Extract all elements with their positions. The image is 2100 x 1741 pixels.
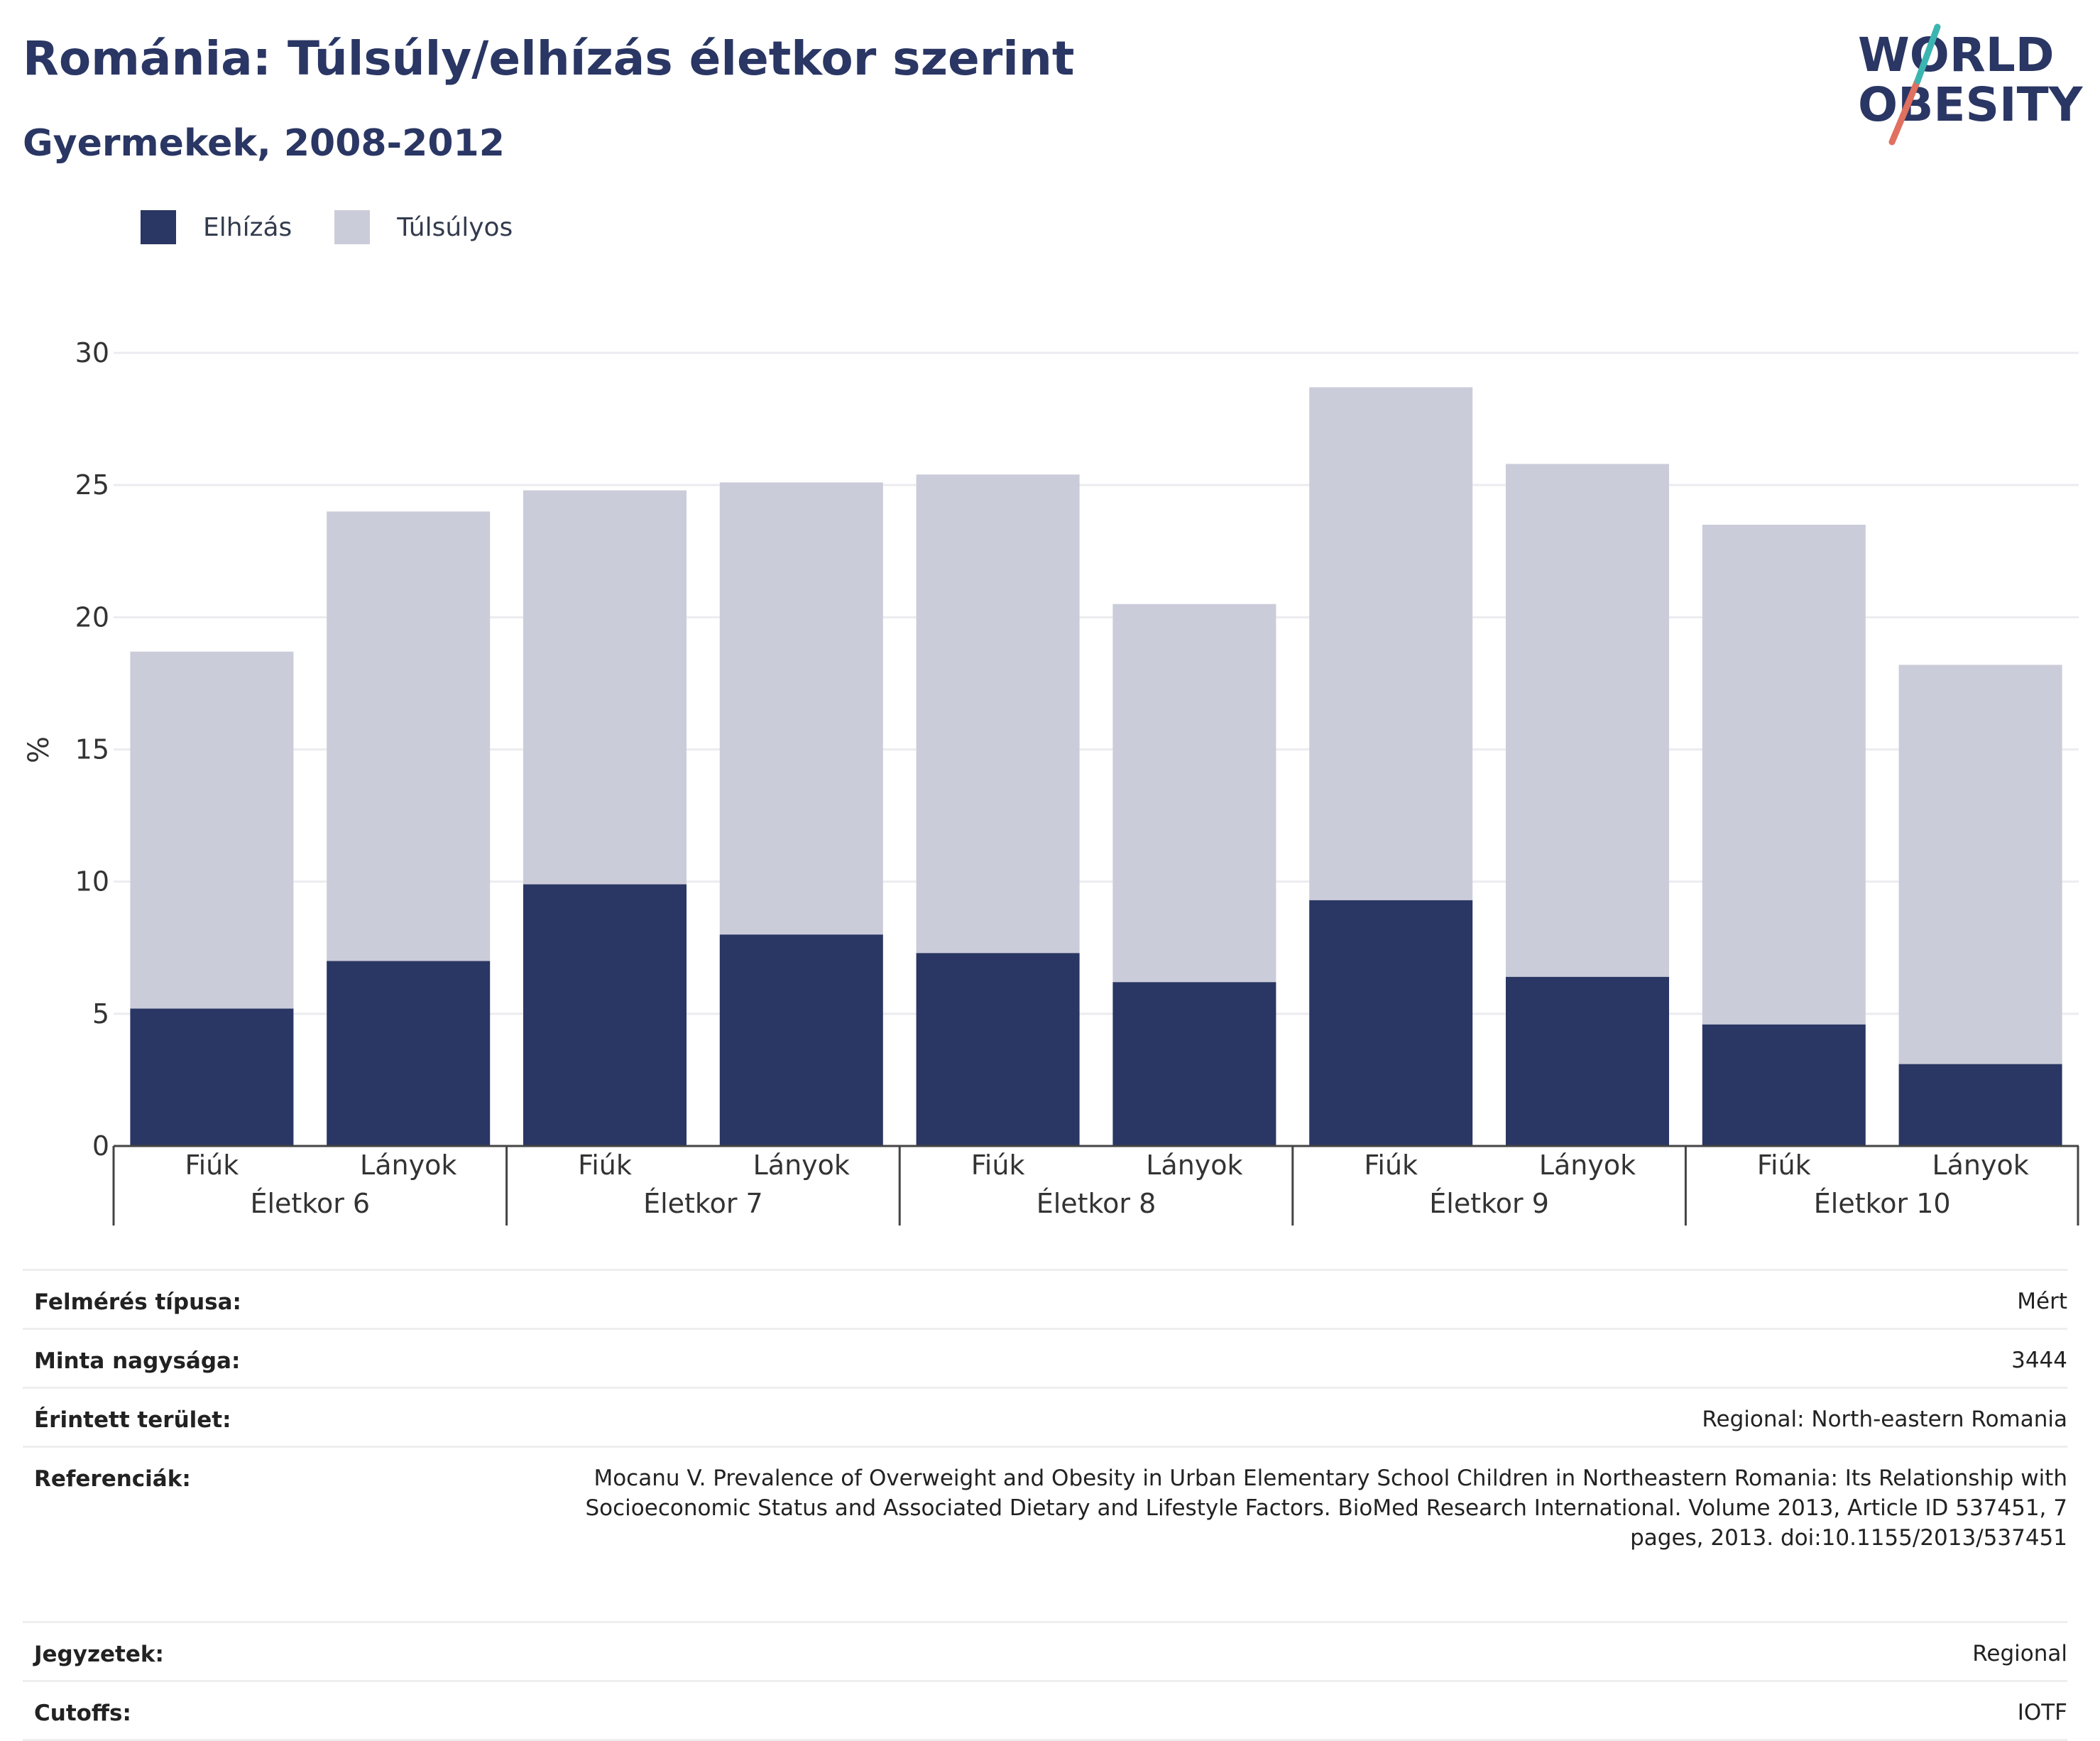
bar-elhizas bbox=[1112, 982, 1276, 1146]
info-value: Mért bbox=[2017, 1289, 2067, 1314]
info-value: Regional: North-eastern Romania bbox=[1702, 1407, 2067, 1432]
info-row-survey-type: Felmérés típusa: Mért bbox=[23, 1271, 2067, 1330]
bar-tulsulyos bbox=[1898, 665, 2062, 1064]
y-tick-label: 10 bbox=[75, 866, 109, 897]
info-row-notes: Jegyzetek: Regional bbox=[23, 1623, 2067, 1682]
y-tick-label: 25 bbox=[75, 469, 109, 501]
x-tick-label: Fiúk bbox=[971, 1150, 1025, 1181]
bar-elhizas bbox=[327, 961, 491, 1146]
legend-swatch-elhizas bbox=[141, 210, 176, 244]
group-label: Életkor 6 bbox=[250, 1188, 370, 1219]
bar-tulsulyos bbox=[719, 482, 883, 935]
chart-legend: Elhízás Túlsúlyos bbox=[141, 210, 555, 244]
x-tick-label: Lányok bbox=[1539, 1150, 1636, 1181]
group-label: Életkor 10 bbox=[1814, 1188, 1951, 1219]
bar-tulsulyos bbox=[1506, 464, 1669, 977]
bar-tulsulyos bbox=[327, 511, 491, 961]
info-value: IOTF bbox=[2017, 1700, 2067, 1725]
stacked-bar-chart: 0 5 10 15 20 25 30% Fiúk Lányok Fiúk Lányok Fiúk Lán… bbox=[23, 337, 2079, 1226]
x-tick-label: Lányok bbox=[1932, 1150, 2028, 1181]
y-tick-label: 20 bbox=[75, 601, 109, 633]
bar-elhizas bbox=[1898, 1064, 2062, 1146]
bar-tulsulyos bbox=[130, 651, 294, 1009]
legend-label-elhizas: Elhízás bbox=[203, 212, 292, 242]
x-tick-label: Fiúk bbox=[1757, 1150, 1811, 1181]
svg-text:OBESITY: OBESITY bbox=[1858, 77, 2084, 132]
bar-elhizas bbox=[523, 884, 687, 1146]
x-tick-label: Lányok bbox=[1146, 1150, 1242, 1181]
info-row-sample-size: Minta nagysága: 3444 bbox=[23, 1330, 2067, 1389]
world-obesity-logo: WORLD OBESITY bbox=[1849, 21, 2084, 149]
info-value: Regional bbox=[1972, 1641, 2067, 1666]
info-label: Cutoffs: bbox=[34, 1701, 131, 1726]
info-row-cutoffs: Cutoffs: IOTF bbox=[23, 1682, 2067, 1741]
bar-tulsulyos bbox=[1112, 604, 1276, 983]
bar-tulsulyos bbox=[1309, 387, 1473, 900]
bar-elhizas bbox=[130, 1008, 294, 1146]
group-label: Életkor 8 bbox=[1037, 1188, 1156, 1219]
y-tick-label: 5 bbox=[92, 998, 109, 1030]
info-value: Mocanu V. Prevalence of Overweight and O… bbox=[585, 1466, 2067, 1551]
legend-label-tulsulyos: Túlsúlyos bbox=[397, 212, 513, 242]
y-axis-label: % bbox=[23, 736, 55, 763]
x-tick-label: Fiúk bbox=[1364, 1150, 1418, 1181]
bar-tulsulyos bbox=[916, 474, 1080, 954]
chart-title: Románia: Túlsúly/elhízás életkor szerint bbox=[23, 31, 1075, 86]
info-label: Minta nagysága: bbox=[34, 1348, 241, 1374]
info-value: 3444 bbox=[2011, 1348, 2067, 1373]
bar-elhizas bbox=[1506, 976, 1669, 1146]
x-tick-label: Fiúk bbox=[185, 1150, 239, 1181]
info-label: Érintett terület: bbox=[34, 1407, 231, 1433]
info-row-references: Referenciák: Mocanu V. Prevalence of Ove… bbox=[23, 1448, 2067, 1623]
x-tick-label: Lányok bbox=[753, 1150, 850, 1181]
info-label: Jegyzetek: bbox=[34, 1642, 164, 1667]
x-tick-label: Fiúk bbox=[578, 1150, 632, 1181]
info-table: Felmérés típusa: Mért Minta nagysága: 34… bbox=[23, 1269, 2067, 1741]
info-label: Referenciák: bbox=[34, 1466, 191, 1492]
bar-elhizas bbox=[916, 953, 1080, 1146]
chart-subtitle: Gyermekek, 2008-2012 bbox=[23, 122, 505, 165]
info-row-area: Érintett terület: Regional: North-easter… bbox=[23, 1389, 2067, 1448]
group-label: Életkor 7 bbox=[643, 1188, 763, 1219]
legend-item-tulsulyos: Túlsúlyos bbox=[334, 210, 513, 244]
bar-elhizas bbox=[719, 934, 883, 1146]
bar-tulsulyos bbox=[523, 490, 687, 885]
bar-elhizas bbox=[1702, 1024, 1866, 1146]
x-tick-label: Lányok bbox=[360, 1150, 456, 1181]
group-label: Életkor 9 bbox=[1429, 1188, 1549, 1219]
legend-item-elhizas: Elhízás bbox=[141, 210, 292, 244]
y-tick-label: 15 bbox=[75, 734, 109, 765]
legend-swatch-tulsulyos bbox=[334, 210, 371, 244]
y-tick-label: 0 bbox=[92, 1130, 109, 1162]
info-label: Felmérés típusa: bbox=[34, 1289, 241, 1315]
svg-text:WORLD: WORLD bbox=[1858, 28, 2055, 82]
y-tick-label: 30 bbox=[75, 337, 109, 369]
bar-tulsulyos bbox=[1702, 525, 1866, 1025]
bar-elhizas bbox=[1309, 900, 1473, 1146]
